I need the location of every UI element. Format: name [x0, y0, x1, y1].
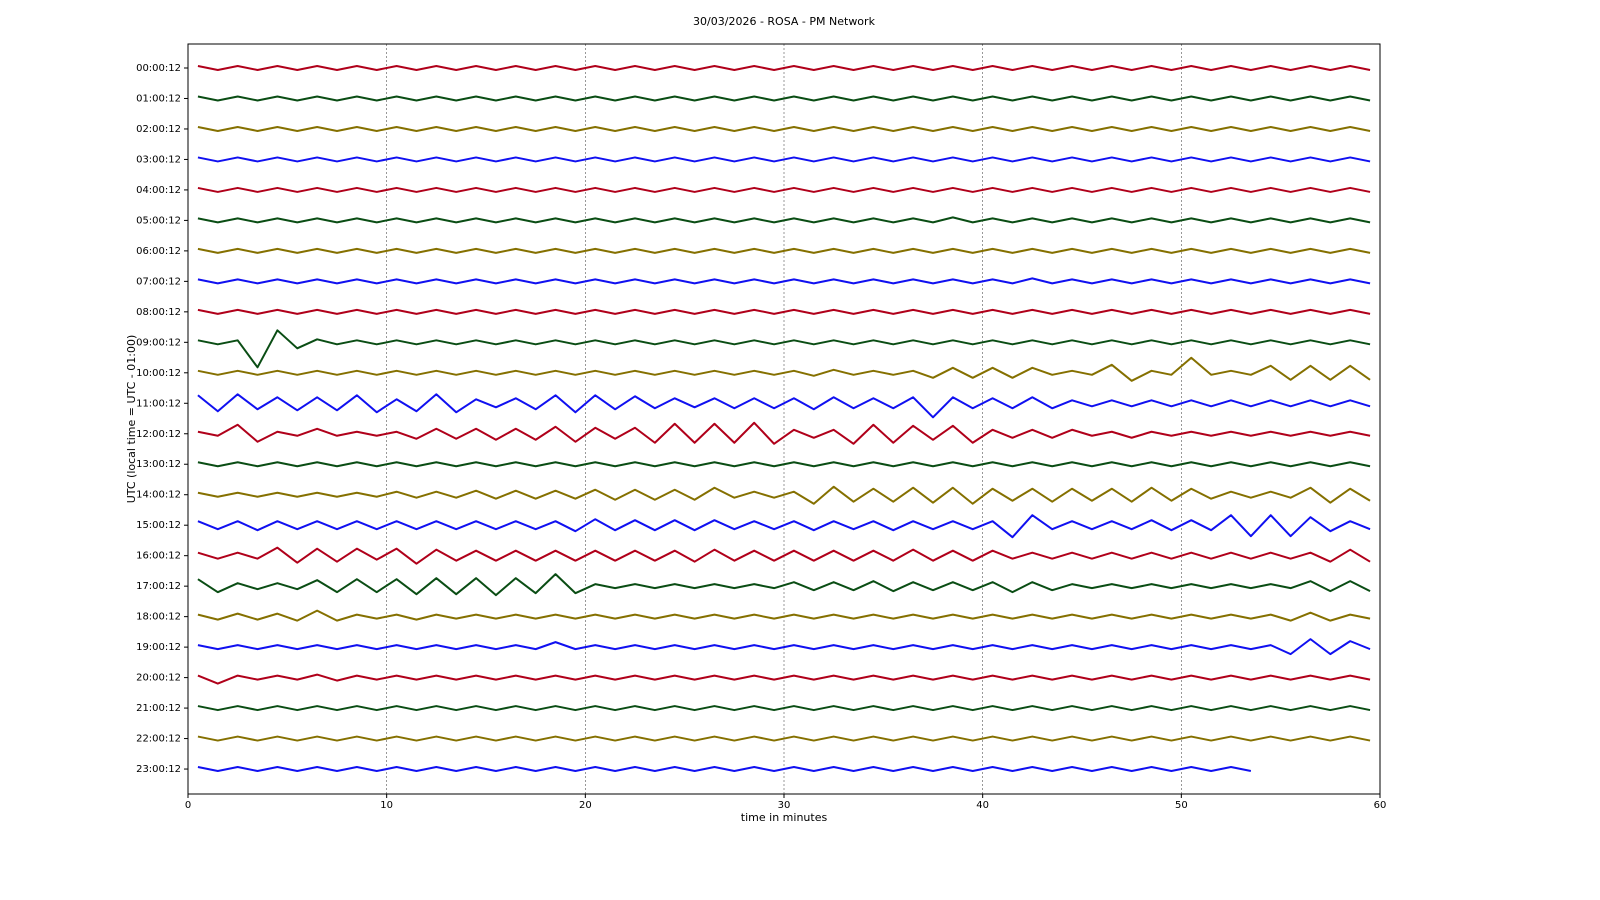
y-tick-label: 12:00:12 — [136, 429, 181, 440]
y-axis-label: UTC (local time = UTC - 01:00) — [125, 335, 138, 504]
trace — [197, 393, 1371, 419]
trace — [197, 125, 1371, 132]
trace — [197, 277, 1371, 285]
trace — [197, 186, 1371, 193]
y-tick-label: 15:00:12 — [136, 520, 181, 531]
trace — [197, 705, 1371, 712]
y-tick-label: 14:00:12 — [136, 490, 181, 501]
x-tick-label: 0 — [185, 800, 191, 811]
y-tick-label: 09:00:12 — [136, 337, 181, 348]
y-tick-label: 18:00:12 — [136, 612, 181, 623]
y-tick-label: 19:00:12 — [136, 642, 181, 653]
x-tick-label: 20 — [579, 800, 592, 811]
trace — [197, 673, 1371, 685]
x-tick-label: 60 — [1374, 800, 1387, 811]
trace — [197, 356, 1371, 382]
y-tick-label: 21:00:12 — [136, 703, 181, 714]
trace — [197, 247, 1371, 254]
x-tick-label: 30 — [778, 800, 791, 811]
y-tick-label: 13:00:12 — [136, 459, 181, 470]
trace — [197, 216, 1371, 224]
y-tick-label: 01:00:12 — [136, 93, 181, 104]
trace — [197, 573, 1371, 597]
trace — [197, 514, 1371, 539]
trace — [197, 485, 1371, 505]
trace — [197, 461, 1371, 468]
trace — [197, 735, 1371, 742]
trace — [197, 766, 1252, 773]
trace — [197, 546, 1371, 565]
y-tick-label: 08:00:12 — [136, 307, 181, 318]
trace — [197, 609, 1371, 622]
y-tick-label: 04:00:12 — [136, 185, 181, 196]
y-tick-label: 00:00:12 — [136, 63, 181, 74]
y-tick-label: 17:00:12 — [136, 581, 181, 592]
trace — [197, 95, 1371, 102]
trace — [197, 329, 1371, 369]
trace — [197, 308, 1371, 315]
trace — [197, 156, 1371, 163]
x-tick-label: 50 — [1175, 800, 1188, 811]
trace — [197, 421, 1371, 445]
trace — [197, 65, 1371, 71]
y-tick-label: 11:00:12 — [136, 398, 181, 409]
y-tick-label: 20:00:12 — [136, 673, 181, 684]
y-tick-label: 03:00:12 — [136, 154, 181, 165]
y-tick-label: 16:00:12 — [136, 551, 181, 562]
y-tick-label: 22:00:12 — [136, 734, 181, 745]
x-axis-label: time in minutes — [741, 811, 828, 824]
trace — [197, 638, 1371, 656]
x-tick-label: 40 — [976, 800, 989, 811]
y-tick-label: 10:00:12 — [136, 368, 181, 379]
y-tick-label: 07:00:12 — [136, 276, 181, 287]
plot-frame — [187, 43, 1381, 795]
y-tick-label: 02:00:12 — [136, 124, 181, 135]
y-tick-label: 23:00:12 — [136, 764, 181, 775]
y-tick-label: 05:00:12 — [136, 215, 181, 226]
y-tick-label: 06:00:12 — [136, 246, 181, 257]
x-tick-label: 10 — [380, 800, 393, 811]
chart-title: 30/03/2026 - ROSA - PM Network — [693, 15, 876, 28]
